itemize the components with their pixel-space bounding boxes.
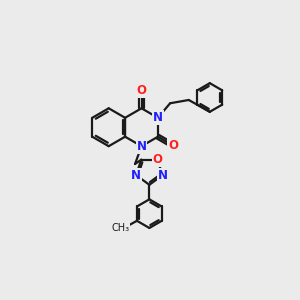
Text: N: N bbox=[153, 111, 163, 124]
Text: CH₃: CH₃ bbox=[112, 223, 130, 233]
Text: O: O bbox=[152, 153, 163, 166]
Text: O: O bbox=[168, 139, 178, 152]
Text: N: N bbox=[136, 140, 146, 153]
Text: O: O bbox=[136, 85, 146, 98]
Text: N: N bbox=[131, 169, 141, 182]
Text: N: N bbox=[158, 169, 167, 182]
